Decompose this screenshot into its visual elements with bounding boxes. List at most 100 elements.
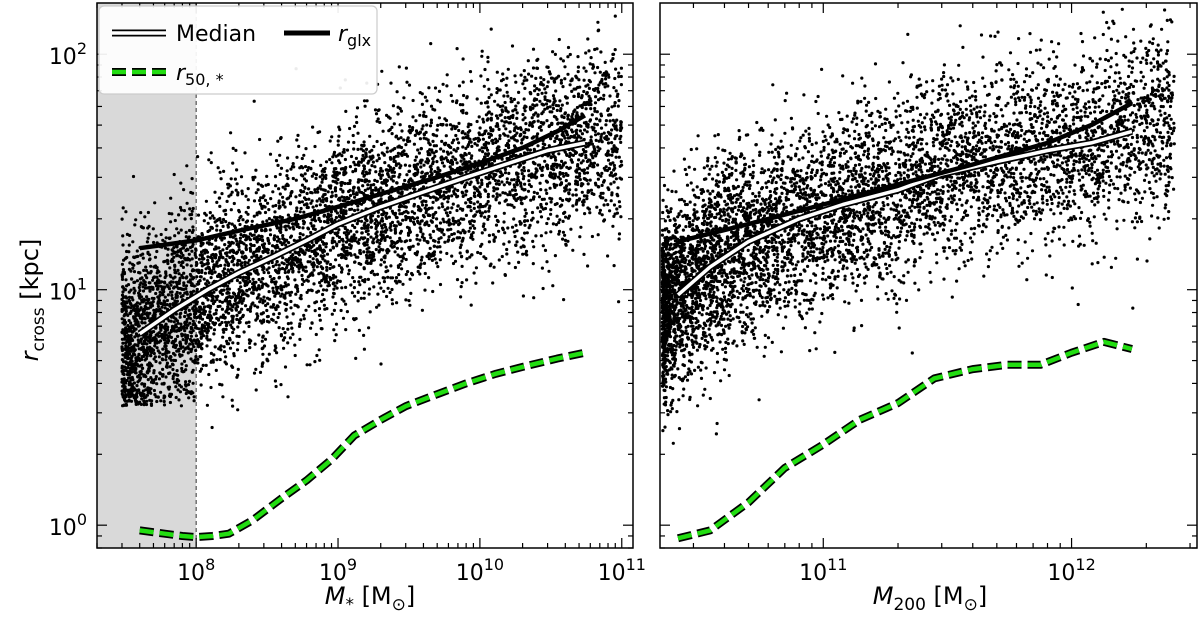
scatter-point (545, 85, 549, 89)
scatter-point (369, 216, 373, 220)
scatter-point (448, 210, 452, 215)
scatter-point (512, 217, 516, 221)
scatter-point (522, 97, 526, 101)
scatter-point (313, 309, 317, 313)
scatter-point (207, 372, 211, 377)
scatter-point (366, 226, 370, 230)
scatter-point (165, 361, 169, 365)
scatter-point (555, 214, 559, 218)
scatter-point (397, 65, 401, 69)
scatter-point (422, 215, 426, 219)
scatter-point (224, 355, 228, 359)
scatter-point (263, 198, 268, 202)
scatter-point (602, 203, 606, 207)
scatter-point (314, 241, 319, 245)
scatter-point (453, 126, 457, 131)
scatter-point (194, 260, 199, 265)
scatter-point (596, 163, 600, 167)
scatter-point (397, 175, 401, 179)
scatter-point (422, 238, 426, 242)
scatter-point (544, 91, 548, 95)
scatter-point (143, 286, 148, 290)
scatter-point (324, 160, 329, 164)
scatter-point (135, 333, 139, 337)
scatter-point (582, 89, 586, 94)
scatter-point (396, 137, 400, 141)
scatter-point (272, 238, 276, 242)
scatter-point (192, 399, 196, 403)
scatter-point (366, 277, 370, 281)
scatter-point (348, 179, 352, 183)
scatter-point (597, 185, 601, 189)
scatter-point (446, 194, 451, 198)
scatter-point (191, 342, 195, 346)
scatter-point (277, 187, 281, 191)
scatter-point (338, 161, 342, 165)
scatter-point (125, 255, 129, 260)
scatter-point (504, 83, 508, 87)
scatter-point (473, 226, 477, 230)
scatter-point (492, 265, 496, 269)
scatter-point (565, 153, 569, 157)
scatter-point (467, 140, 472, 144)
scatter-point (460, 208, 465, 212)
scatter-point (429, 42, 433, 46)
scatter-point (593, 106, 597, 111)
scatter-point (278, 215, 282, 219)
scatter-point (614, 146, 618, 150)
scatter-point (510, 178, 514, 182)
scatter-point (252, 237, 256, 241)
scatter-point (248, 246, 252, 250)
scatter-point (398, 191, 402, 195)
scatter-point (342, 148, 346, 152)
scatter-point (446, 200, 450, 204)
scatter-point (368, 250, 372, 254)
scatter-point (147, 285, 152, 289)
scatter-point (526, 59, 530, 63)
scatter-point (483, 188, 487, 192)
scatter-point (606, 141, 611, 145)
scatter-point (202, 334, 206, 338)
scatter-point (231, 161, 235, 165)
scatter-point (176, 334, 180, 338)
scatter-point (442, 164, 446, 168)
scatter-point (127, 243, 131, 247)
scatter-point (589, 103, 593, 107)
scatter-point (415, 233, 419, 237)
scatter-point (219, 228, 223, 233)
scatter-point (502, 183, 506, 187)
scatter-point (385, 179, 389, 183)
scatter-point (224, 220, 228, 224)
scatter-point (345, 148, 350, 152)
scatter-point (428, 195, 433, 200)
scatter-point (235, 239, 239, 243)
scatter-point (287, 196, 291, 200)
scatter-point (267, 208, 271, 212)
scatter-point (283, 336, 287, 340)
scatter-point (374, 218, 378, 222)
scatter-point (240, 307, 244, 311)
scatter-point (379, 197, 383, 201)
scatter-point (613, 14, 617, 18)
scatter-point (420, 200, 424, 204)
scatter-point (331, 276, 335, 280)
scatter-point (192, 395, 196, 399)
scatter-point (504, 198, 508, 202)
scatter-point (531, 66, 536, 70)
scatter-point (340, 286, 344, 290)
scatter-point (491, 281, 495, 285)
scatter-point (490, 112, 494, 116)
scatter-point (404, 143, 408, 147)
scatter-point (593, 129, 598, 133)
scatter-point (596, 149, 601, 153)
scatter-point (563, 238, 568, 242)
scatter-point (590, 234, 595, 239)
scatter-point (147, 281, 151, 285)
scatter-point (613, 101, 617, 105)
scatter-point (568, 83, 572, 87)
scatter-point (321, 177, 325, 181)
scatter-point (122, 258, 126, 262)
scatter-point (460, 217, 465, 221)
scatter-point (461, 194, 465, 198)
scatter-point (556, 104, 561, 108)
